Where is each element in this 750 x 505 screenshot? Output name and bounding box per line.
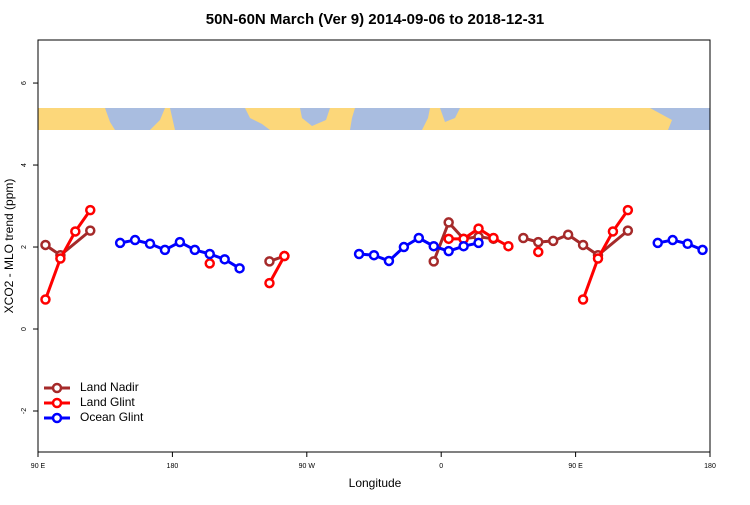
plot-frame — [37, 39, 711, 453]
map-strip — [38, 108, 710, 130]
data-point — [40, 239, 51, 251]
data-point — [129, 234, 141, 246]
x-tick-label: 90 E — [568, 463, 583, 470]
data-point — [55, 253, 66, 264]
x-tick-label: 0 — [439, 463, 443, 470]
legend-label: Ocean Glint — [80, 410, 144, 424]
data-point — [533, 246, 544, 258]
data-point — [428, 256, 439, 267]
data-point — [368, 249, 380, 261]
data-point — [592, 253, 604, 264]
data-point — [234, 263, 245, 274]
data-point — [159, 244, 171, 256]
data-point — [204, 248, 215, 260]
data-point — [488, 232, 499, 244]
y-tick-label: 2 — [21, 245, 28, 249]
data-point — [70, 226, 81, 237]
data-point — [682, 238, 693, 249]
data-point — [562, 229, 574, 240]
data-point — [622, 225, 634, 236]
data-point — [443, 245, 454, 257]
data-point — [85, 204, 96, 216]
x-tick-label: 90 E — [31, 463, 46, 470]
data-point — [667, 234, 678, 246]
y-tick-label: 6 — [21, 81, 28, 85]
data-point — [458, 240, 469, 252]
data-point — [622, 204, 634, 216]
y-tick-label: -2 — [21, 408, 28, 414]
y-tick-label: 4 — [21, 163, 28, 167]
x-axis-label: Longitude — [349, 476, 402, 490]
data-point — [577, 239, 589, 251]
legend-marker — [51, 412, 63, 424]
data-point — [428, 240, 439, 252]
y-axis-label: XCO2 - MLO trend (ppm) — [2, 179, 16, 314]
data-point — [473, 237, 484, 249]
data-point — [144, 238, 156, 249]
legend-marker — [51, 382, 63, 394]
data-point — [189, 244, 201, 256]
data-point — [383, 255, 395, 267]
data-point — [473, 223, 484, 234]
data-point — [577, 294, 589, 305]
data-point — [518, 232, 529, 244]
data-point — [85, 225, 96, 236]
data-point — [413, 232, 425, 244]
data-point — [697, 244, 708, 256]
legend-label: Land Glint — [80, 395, 135, 409]
data-point — [114, 237, 126, 249]
x-tick-label: 90 W — [299, 463, 316, 470]
data-point — [264, 277, 275, 289]
chart-title: 50N-60N March (Ver 9) 2014-09-06 to 2018… — [206, 11, 545, 28]
data-point — [353, 248, 365, 260]
x-tick-label: 180 — [704, 463, 716, 470]
data-point — [547, 235, 559, 247]
data-point — [174, 236, 186, 248]
legend-marker — [51, 397, 63, 409]
data-point — [219, 254, 230, 265]
data-point — [279, 250, 290, 262]
x-tick-label: 180 — [167, 463, 179, 470]
data-point — [204, 258, 215, 269]
data-point — [398, 241, 410, 253]
data-point — [503, 240, 514, 252]
data-point — [443, 233, 454, 245]
legend-label: Land Nadir — [80, 380, 139, 394]
data-point — [607, 226, 619, 237]
data-point — [40, 294, 51, 305]
data-point — [264, 256, 275, 267]
y-tick-label: 0 — [21, 327, 28, 331]
data-point — [533, 236, 544, 248]
data-point — [652, 237, 663, 249]
series-line — [44, 209, 630, 301]
data-point — [443, 217, 454, 228]
